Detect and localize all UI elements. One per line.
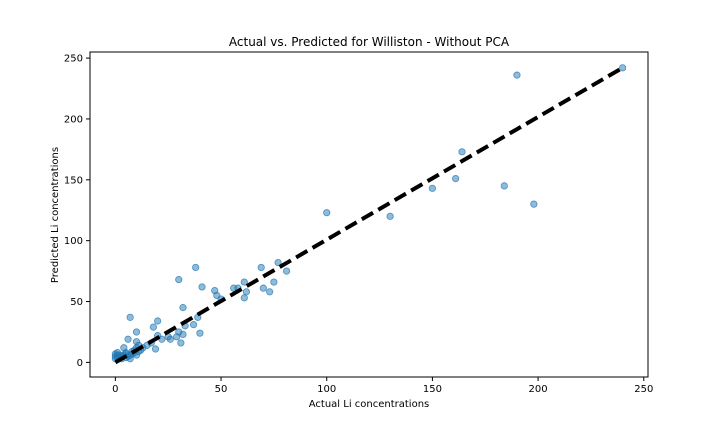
x-tick-label: 150 [423,384,442,395]
data-point [323,209,331,217]
data-point [240,278,248,286]
data-point [270,278,278,286]
data-point [500,182,508,190]
data-point [179,330,187,338]
data-point [177,339,185,347]
data-point [240,294,248,302]
data-point [266,288,274,296]
data-point [196,329,204,337]
data-points [111,64,627,363]
y-tick-label: 150 [64,175,83,186]
data-point [124,335,132,343]
x-tick-label: 250 [634,384,653,395]
reference-line-layer [114,66,624,365]
y-tick-label: 0 [77,358,83,369]
data-point [257,263,265,272]
data-point [151,345,160,353]
data-point [259,284,267,292]
reference-line [114,66,624,365]
y-tick-label: 50 [70,297,83,308]
data-point [386,212,394,220]
x-axis-ticks: 0 50 100 150 200 250 [112,377,653,395]
data-point [242,288,251,296]
x-axis-label: Actual Li concentrations [309,399,430,410]
data-point [126,313,134,321]
data-point [192,263,200,272]
data-point [149,323,158,331]
data-point [530,200,538,208]
chart-title: Actual vs. Predicted for Williston - Wit… [229,35,510,49]
data-point [282,267,291,275]
y-tick-label: 200 [64,114,83,125]
x-tick-label: 200 [529,384,548,395]
data-point [154,317,162,325]
data-point [513,71,521,79]
data-point [158,335,166,343]
data-point [198,283,206,291]
x-tick-label: 100 [317,384,336,395]
y-tick-label: 250 [64,54,83,65]
x-tick-label: 0 [112,384,118,395]
data-point [452,174,460,183]
data-point [179,304,187,312]
y-tick-label: 100 [64,236,83,247]
data-point [132,328,141,336]
data-point [458,148,466,156]
x-tick-label: 50 [215,384,228,395]
data-point [428,184,437,192]
data-point [166,335,174,343]
data-point [175,276,183,284]
plot-frame [89,51,649,378]
data-point [619,64,627,72]
data-point [189,321,198,329]
y-axis-label: Predicted Li concentrations [50,147,61,283]
data-point [274,258,282,267]
y-axis-ticks: 0 50 100 150 200 250 [64,54,90,369]
